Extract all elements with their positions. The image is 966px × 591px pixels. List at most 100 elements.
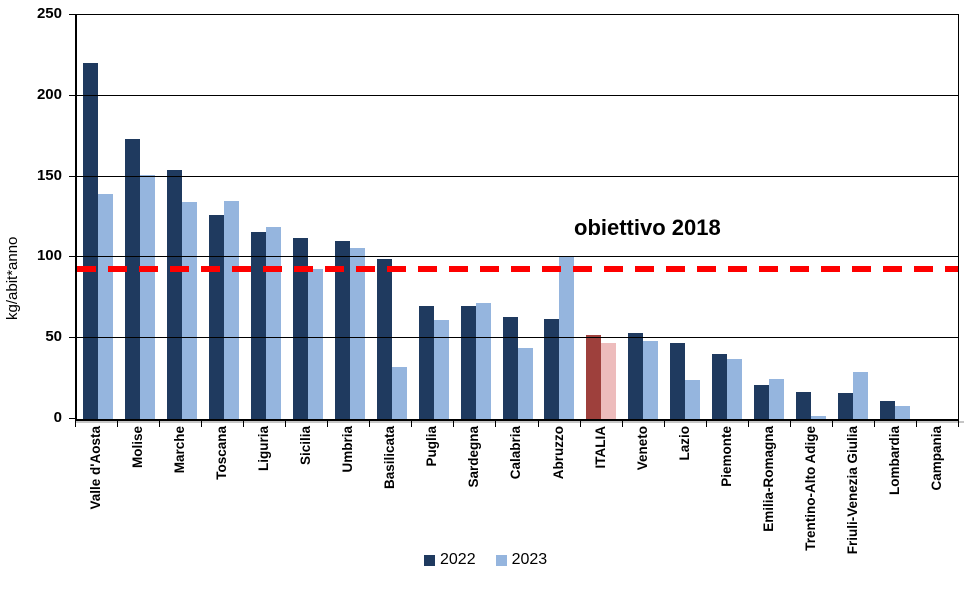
gridline-200 (77, 94, 958, 96)
x-label-cell: Campania (916, 424, 958, 574)
x-tick-mark (369, 420, 371, 427)
bar-Marche-2023 (181, 202, 197, 419)
gridline-100 (77, 256, 958, 258)
x-label-Valle d'Aosta: Valle d'Aosta (88, 426, 104, 510)
x-tick-mark (75, 420, 76, 427)
bar-Molise-2022 (124, 139, 140, 419)
x-tick-mark (747, 420, 749, 427)
bar-Umbria-2023 (349, 247, 365, 419)
x-tick-mark (663, 420, 665, 427)
bar-Trentino-Alto Adige-2023 (811, 415, 827, 419)
bar-Sardegna-2023 (475, 302, 491, 419)
y-tick-mark-100 (69, 256, 76, 258)
gridline-150 (77, 175, 958, 177)
x-tick-mark (243, 420, 245, 427)
category-column-Piemonte (706, 15, 748, 419)
bar-Emilia-Romagna-2022 (754, 385, 770, 419)
x-tick-mark (285, 420, 287, 427)
legend-label-2023: 2023 (511, 551, 548, 568)
bar-Friuli-Venezia Giulia-2022 (838, 393, 854, 419)
bar-Basilicata-2022 (376, 259, 392, 419)
bar-Molise-2023 (139, 174, 155, 419)
x-label-Puglia: Puglia (424, 426, 440, 467)
x-label-cell: ITALIA (580, 424, 622, 574)
x-label-Umbria: Umbria (340, 426, 356, 473)
y-tick-mark-200 (69, 94, 76, 96)
gridline-50 (77, 337, 958, 339)
x-label-cell: Umbria (327, 424, 369, 574)
x-label-cell: Trentino-Alto Adige (790, 424, 832, 574)
x-tick-mark (621, 420, 623, 427)
x-tick-mark (873, 420, 875, 427)
legend-label-2022: 2022 (440, 551, 476, 568)
legend: 2022 2023 (424, 552, 547, 568)
y-tick-label-250: 250 (36, 5, 62, 22)
bar-ITALIA-2022 (586, 334, 602, 419)
x-label-cell: Marche (159, 424, 201, 574)
bar-Friuli-Venezia Giulia-2023 (853, 372, 869, 419)
category-column-Valle d'Aosta (77, 15, 119, 419)
bar-Lombardia-2022 (880, 401, 896, 419)
category-column-ITALIA (580, 15, 622, 419)
category-column-Sicilia (287, 15, 329, 419)
x-label-cell: Basilicata (369, 424, 411, 574)
category-column-Molise (119, 15, 161, 419)
category-column-Trentino-Alto Adige (790, 15, 832, 419)
bar-Sicilia-2023 (307, 268, 323, 419)
x-label-cell: Sicilia (285, 424, 327, 574)
bar-Puglia-2023 (433, 320, 449, 419)
x-tick-mark (789, 420, 791, 427)
x-label-cell: Emilia-Romagna (748, 424, 790, 574)
bar-ITALIA-2023 (601, 343, 617, 419)
category-column-Toscana (203, 15, 245, 419)
bar-Valle d'Aosta-2022 (82, 63, 98, 419)
bar-Piemonte-2022 (712, 354, 728, 419)
x-label-cell: Lombardia (874, 424, 916, 574)
y-tick-mark-150 (69, 175, 76, 177)
x-label-Lombardia: Lombardia (886, 426, 902, 496)
category-column-Marche (161, 15, 203, 419)
x-label-Liguria: Liguria (256, 426, 272, 472)
bar-Veneto-2023 (643, 341, 659, 419)
x-label-Trentino-Alto Adige: Trentino-Alto Adige (802, 426, 818, 551)
category-column-Lombardia (874, 15, 916, 419)
plot-area: obiettivo 2018 (75, 14, 959, 421)
x-label-Veneto: Veneto (634, 426, 650, 471)
category-column-Sardegna (455, 15, 497, 419)
x-tick-mark (958, 420, 959, 427)
x-axis-shadow (75, 421, 964, 423)
bar-Liguria-2022 (250, 231, 266, 419)
bar-Marche-2022 (166, 170, 182, 419)
x-tick-mark (411, 420, 413, 427)
x-label-Sicilia: Sicilia (298, 426, 314, 466)
category-column-Umbria (329, 15, 371, 419)
x-label-Campania: Campania (928, 426, 944, 491)
x-label-Friuli-Venezia Giulia: Friuli-Venezia Giulia (844, 426, 860, 555)
category-column-Puglia (413, 15, 455, 419)
x-label-cell: Toscana (201, 424, 243, 574)
y-tick-mark-50 (69, 337, 76, 339)
legend-swatch-2023 (495, 554, 507, 566)
bar-Liguria-2023 (265, 226, 281, 419)
x-label-Toscana: Toscana (214, 426, 230, 480)
y-tick-label-200: 200 (36, 85, 62, 103)
category-column-Lazio (664, 15, 706, 419)
category-column-Emilia-Romagna (748, 15, 790, 419)
legend-swatch-2022 (424, 554, 435, 566)
bar-Veneto-2022 (628, 333, 644, 419)
category-column-Friuli-Venezia Giulia (832, 15, 874, 419)
x-label-cell: Veneto (622, 424, 664, 574)
x-label-Emilia-Romagna: Emilia-Romagna (760, 426, 776, 532)
x-tick-mark (201, 420, 203, 427)
x-label-cell: Valle d'Aosta (75, 424, 117, 574)
x-label-cell: Piemonte (706, 424, 748, 574)
x-tick-mark (495, 420, 497, 427)
x-tick-mark (831, 420, 833, 427)
bar-Puglia-2022 (418, 305, 434, 419)
x-label-Molise: Molise (130, 426, 146, 469)
bar-Toscana-2023 (223, 200, 239, 419)
x-tick-mark (579, 420, 581, 427)
category-column-Campania (916, 15, 958, 419)
x-label-ITALIA: ITALIA (592, 426, 608, 469)
bar-Calabria-2023 (517, 347, 533, 419)
